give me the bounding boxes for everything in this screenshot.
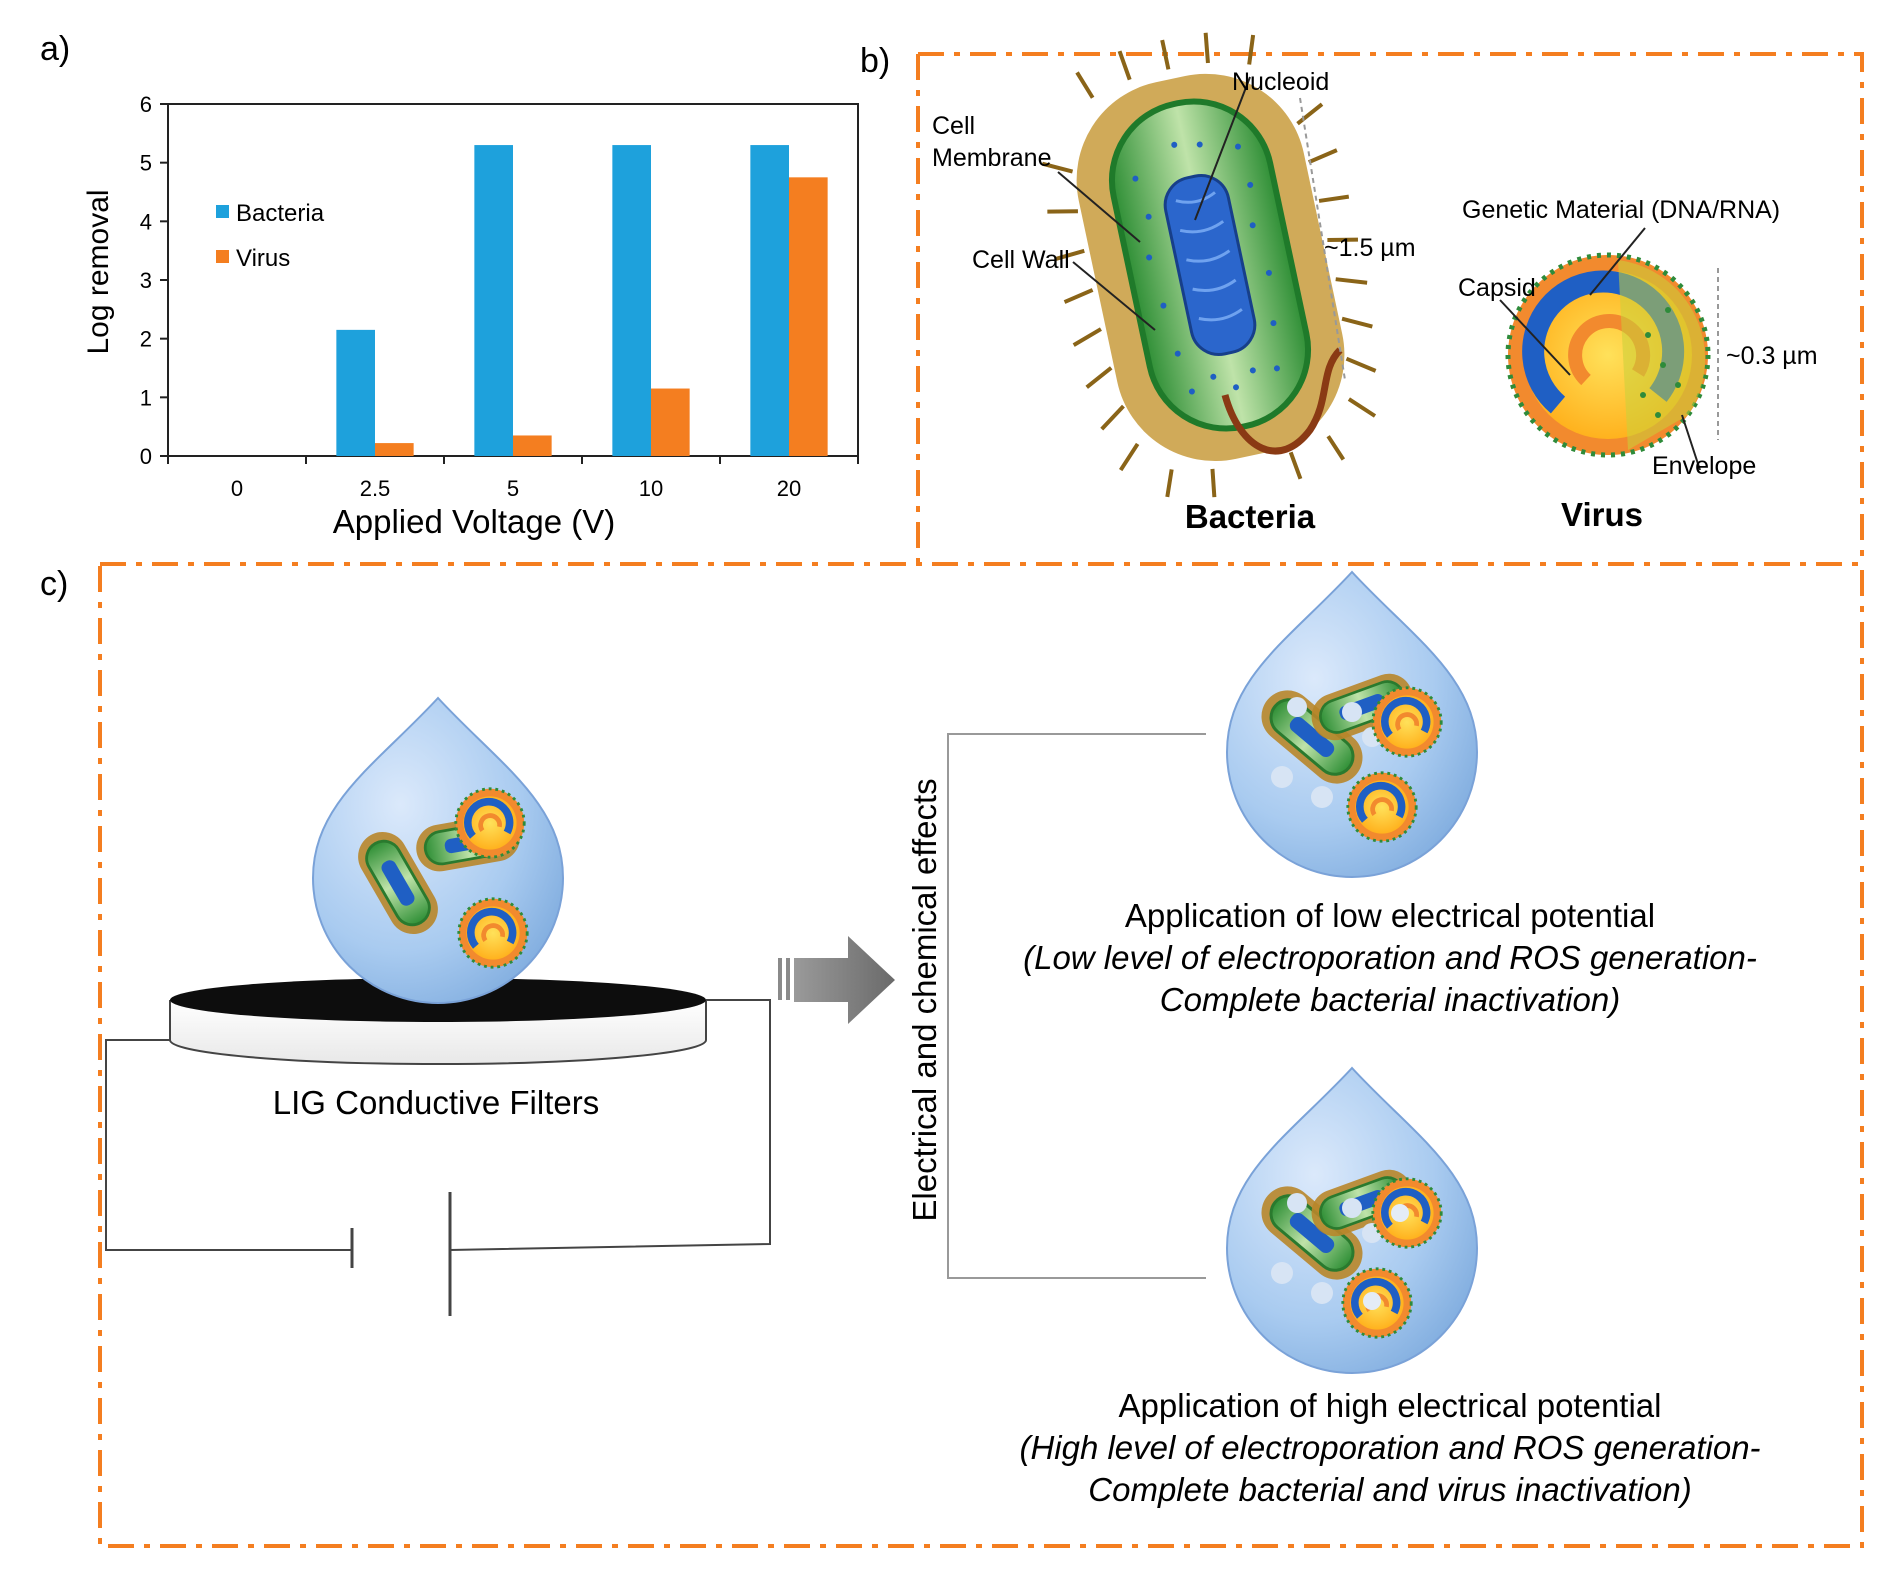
label-virus-size: ~0.3 µm [1726, 342, 1818, 370]
chart-marks [336, 145, 828, 457]
y-tick-label: 1 [140, 385, 152, 410]
panel-label-b: b) [860, 42, 890, 80]
legend-label-bacteria: Bacteria [236, 200, 325, 227]
panel-b-frame [916, 52, 1864, 564]
label-cell-membrane-1: Cell [932, 112, 975, 140]
x-tick-label: 5 [507, 476, 519, 501]
x-tick-label: 2.5 [360, 476, 391, 501]
bacteria-title: Bacteria [1185, 498, 1316, 535]
virus-annotation-lines [1499, 227, 1701, 471]
effects-label: Electrical and chemical effects [906, 778, 943, 1221]
y-tick-label: 4 [140, 209, 152, 234]
x-tick-label: 10 [639, 476, 663, 501]
label-capsid: Capsid [1458, 274, 1536, 302]
high-potential-line-2: Complete bacterial and virus inactivatio… [1088, 1471, 1691, 1508]
x-axis-label: Applied Voltage (V) [333, 503, 616, 540]
legend-label-virus: Virus [236, 245, 290, 272]
low-potential-title: Application of low electrical potential [1125, 897, 1655, 934]
panel-c-frame [98, 562, 1864, 1548]
bar-bacteria-2.5 [336, 329, 375, 456]
chart-axes: 0 1 2 3 4 5 6 0 2.5 5 10 20 [140, 92, 859, 501]
bar-bacteria-20 [750, 145, 789, 457]
bar-virus-20 [789, 177, 828, 457]
effects-bracket [947, 733, 1206, 1279]
high-potential-drop [1226, 1067, 1478, 1374]
circuit [105, 999, 771, 1251]
high-potential-title: Application of high electrical potential [1118, 1387, 1661, 1424]
label-nucleoid: Nucleoid [1232, 68, 1329, 96]
bar-virus-2.5 [375, 443, 414, 456]
legend: Bacteria Virus [216, 200, 325, 272]
y-tick-label: 5 [140, 151, 152, 176]
x-tick-label: 0 [231, 476, 243, 501]
low-potential-line-2: Complete bacterial inactivation) [1160, 981, 1620, 1018]
label-envelope: Envelope [1652, 452, 1756, 480]
y-tick-label: 0 [140, 444, 152, 469]
bar-bacteria-5 [474, 145, 513, 457]
virus-illustration [1505, 252, 1711, 458]
low-potential-drop [1226, 571, 1478, 878]
bar-virus-5 [513, 435, 552, 456]
bar-virus-10 [651, 388, 690, 456]
legend-swatch-virus [216, 250, 229, 263]
battery-icon [350, 1192, 452, 1316]
label-cell-wall: Cell Wall [972, 246, 1070, 274]
legend-swatch-bacteria [216, 205, 229, 218]
process-arrow [778, 936, 895, 1024]
y-tick-label: 3 [140, 268, 152, 293]
bar-bacteria-10 [612, 145, 651, 457]
bacteria-illustration [1041, 32, 1377, 498]
label-genetic-material: Genetic Material (DNA/RNA) [1462, 196, 1780, 224]
label-cell-membrane-2: Membrane [932, 144, 1052, 172]
bar-chart: 0 1 2 3 4 5 6 0 2.5 5 10 20 Log removal Applied Vol… [82, 92, 859, 540]
input-water-drop [312, 697, 564, 1004]
y-tick-label: 6 [140, 92, 152, 117]
label-bacteria-size: ~1.5 µm [1324, 234, 1416, 262]
panel-label-c: c) [40, 565, 68, 603]
y-axis-label: Log removal [82, 189, 115, 354]
high-potential-line-1: (High level of electroporation and ROS g… [1019, 1429, 1760, 1466]
y-tick-label: 2 [140, 327, 152, 352]
panel-label-a: a) [40, 30, 70, 68]
low-potential-line-1: (Low level of electroporation and ROS ge… [1023, 939, 1757, 976]
x-tick-label: 20 [777, 476, 801, 501]
virus-title: Virus [1561, 496, 1643, 533]
filter-label: LIG Conductive Filters [273, 1084, 599, 1121]
